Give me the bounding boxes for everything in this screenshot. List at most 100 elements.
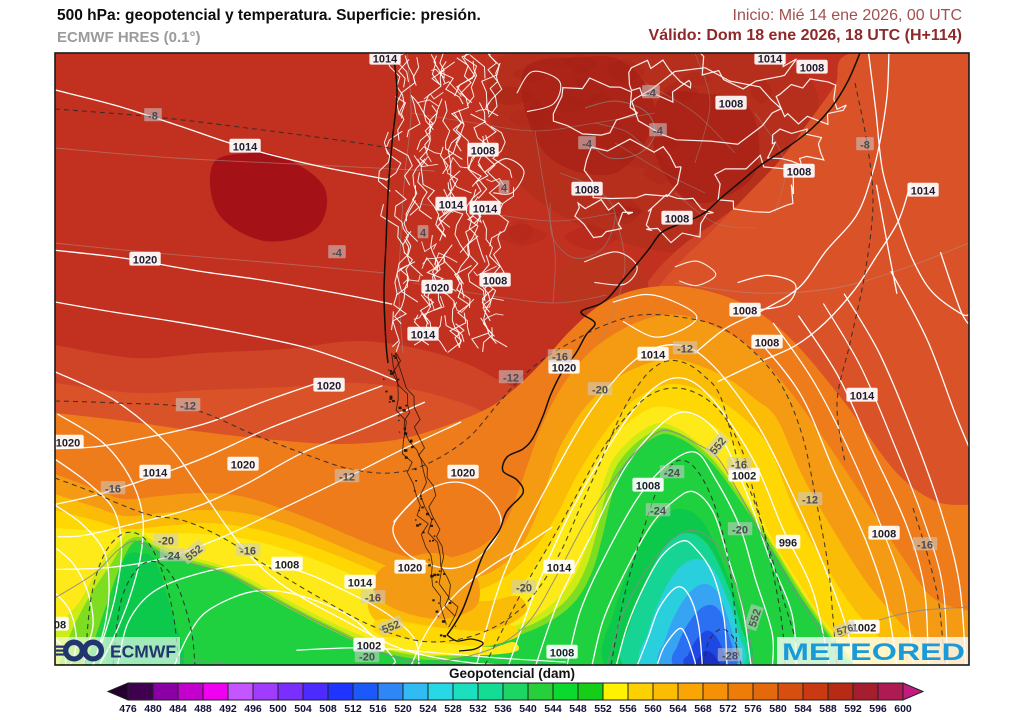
svg-text:-8: -8 xyxy=(860,140,870,152)
svg-text:1020: 1020 xyxy=(133,255,157,267)
svg-text:512: 512 xyxy=(344,703,362,715)
svg-text:600: 600 xyxy=(894,703,912,715)
svg-text:-24: -24 xyxy=(164,551,181,563)
svg-text:1020: 1020 xyxy=(56,438,80,450)
svg-text:476: 476 xyxy=(119,703,137,715)
svg-text:1020: 1020 xyxy=(317,381,341,393)
svg-text:-4: -4 xyxy=(582,139,593,151)
svg-text:548: 548 xyxy=(569,703,587,715)
svg-text:528: 528 xyxy=(444,703,462,715)
svg-text:-8: -8 xyxy=(148,111,158,123)
svg-text:1008: 1008 xyxy=(550,648,574,660)
svg-text:1014: 1014 xyxy=(473,204,498,216)
svg-text:1008: 1008 xyxy=(575,185,599,197)
svg-text:-16: -16 xyxy=(240,546,256,558)
svg-text:536: 536 xyxy=(494,703,512,715)
svg-text:-16: -16 xyxy=(917,540,933,552)
svg-text:1008: 1008 xyxy=(275,560,299,572)
svg-text:480: 480 xyxy=(144,703,162,715)
svg-text:1008: 1008 xyxy=(665,214,689,226)
svg-text:1020: 1020 xyxy=(231,460,255,472)
svg-text:508: 508 xyxy=(319,703,337,715)
svg-text:-12: -12 xyxy=(802,495,818,507)
svg-text:-20: -20 xyxy=(516,583,532,595)
svg-text:1008: 1008 xyxy=(483,276,507,288)
svg-text:1014: 1014 xyxy=(439,200,464,212)
svg-text:4: 4 xyxy=(420,228,427,240)
svg-text:Geopotencial (dam): Geopotencial (dam) xyxy=(449,666,575,681)
svg-text:1014: 1014 xyxy=(641,350,666,362)
svg-text:516: 516 xyxy=(369,703,387,715)
svg-text:500: 500 xyxy=(269,703,287,715)
svg-text:-4: -4 xyxy=(653,126,664,138)
svg-text:1014: 1014 xyxy=(233,142,258,154)
svg-text:1014: 1014 xyxy=(547,563,572,575)
svg-text:1002: 1002 xyxy=(852,623,876,635)
svg-text:564: 564 xyxy=(669,703,687,715)
svg-text:1002: 1002 xyxy=(732,471,756,483)
svg-text:-12: -12 xyxy=(180,401,196,413)
svg-text:1008: 1008 xyxy=(471,146,495,158)
svg-text:1020: 1020 xyxy=(451,468,475,480)
svg-text:496: 496 xyxy=(244,703,262,715)
svg-text:576: 576 xyxy=(744,703,762,715)
svg-text:572: 572 xyxy=(719,703,737,715)
svg-text:1014: 1014 xyxy=(373,54,398,66)
svg-text:532: 532 xyxy=(469,703,487,715)
svg-text:1014: 1014 xyxy=(758,54,783,66)
svg-text:488: 488 xyxy=(194,703,212,715)
svg-text:1014: 1014 xyxy=(348,578,373,590)
svg-text:584: 584 xyxy=(794,703,812,715)
svg-text:-16: -16 xyxy=(552,352,568,364)
svg-text:-16: -16 xyxy=(731,460,747,472)
svg-text:1008: 1008 xyxy=(872,529,896,541)
svg-text:4: 4 xyxy=(501,183,508,195)
svg-text:504: 504 xyxy=(294,703,312,715)
svg-text:996: 996 xyxy=(779,538,797,550)
svg-text:1014: 1014 xyxy=(143,468,168,480)
svg-text:592: 592 xyxy=(844,703,862,715)
svg-text:-24: -24 xyxy=(664,468,681,480)
svg-text:1020: 1020 xyxy=(425,283,449,295)
svg-text:540: 540 xyxy=(519,703,537,715)
svg-text:-4: -4 xyxy=(646,88,657,100)
svg-text:-16: -16 xyxy=(365,593,381,605)
svg-text:1008: 1008 xyxy=(787,167,811,179)
svg-text:-12: -12 xyxy=(339,472,355,484)
svg-text:484: 484 xyxy=(169,703,187,715)
svg-text:1014: 1014 xyxy=(911,186,936,198)
svg-text:METEORED: METEORED xyxy=(782,639,965,666)
svg-text:-12: -12 xyxy=(677,344,693,356)
svg-text:1008: 1008 xyxy=(719,99,743,111)
svg-text:520: 520 xyxy=(394,703,412,715)
svg-text:1014: 1014 xyxy=(850,391,875,403)
svg-text:ECMWF: ECMWF xyxy=(110,642,176,662)
svg-text:560: 560 xyxy=(644,703,662,715)
svg-text:1014: 1014 xyxy=(411,330,436,342)
svg-text:08: 08 xyxy=(54,620,66,632)
svg-text:1008: 1008 xyxy=(733,306,757,318)
svg-text:552: 552 xyxy=(594,703,612,715)
svg-text:492: 492 xyxy=(219,703,237,715)
svg-text:-20: -20 xyxy=(732,525,748,537)
svg-text:-12: -12 xyxy=(503,373,519,385)
svg-text:1008: 1008 xyxy=(755,338,779,350)
svg-text:568: 568 xyxy=(694,703,712,715)
svg-text:-4: -4 xyxy=(332,248,343,260)
svg-text:544: 544 xyxy=(544,703,562,715)
svg-text:-16: -16 xyxy=(105,484,121,496)
svg-text:1020: 1020 xyxy=(398,563,422,575)
svg-text:588: 588 xyxy=(819,703,837,715)
svg-text:552: 552 xyxy=(747,608,764,629)
svg-text:524: 524 xyxy=(419,703,437,715)
svg-text:1008: 1008 xyxy=(636,481,660,493)
svg-text:-20: -20 xyxy=(592,385,608,397)
svg-text:-28: -28 xyxy=(722,651,738,663)
svg-text:-20: -20 xyxy=(359,652,375,664)
svg-text:1008: 1008 xyxy=(800,63,824,75)
svg-text:1020: 1020 xyxy=(552,363,576,375)
svg-text:596: 596 xyxy=(869,703,887,715)
svg-text:-20: -20 xyxy=(158,536,174,548)
svg-text:556: 556 xyxy=(619,703,637,715)
svg-text:-24: -24 xyxy=(650,506,667,518)
